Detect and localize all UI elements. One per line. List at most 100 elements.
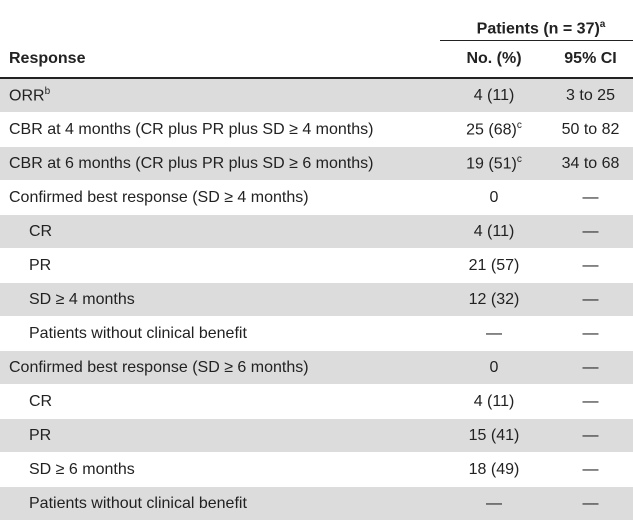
cell-text: — (582, 494, 599, 512)
table-cell: Patients without clinical benefit (0, 316, 440, 351)
table-cell: — (548, 486, 633, 521)
table-cell: 18 (49) (440, 452, 548, 487)
cell-text: 4 (11) (473, 222, 515, 240)
cell-text: CBR at 4 months (CR plus PR plus SD ≥ 4 … (9, 120, 374, 138)
table-row: CBR at 4 months (CR plus PR plus SD ≥ 4 … (0, 112, 633, 147)
group-header: Patients (n = 37)a (440, 0, 633, 41)
cell-text: CR (29, 222, 53, 240)
cell-text: 0 (489, 188, 499, 206)
cell-text: 18 (49) (468, 460, 520, 478)
table-cell: CBR at 6 months (CR plus PR plus SD ≥ 6 … (0, 146, 440, 181)
table-cell: Confirmed best response (SD ≥ 6 months) (0, 350, 440, 385)
cell-text: 50 to 82 (561, 120, 620, 138)
table-row: Patients without clinical benefit — — (0, 316, 633, 351)
cell-text: Confirmed best response (SD ≥ 4 months) (9, 188, 309, 206)
table-row: CR 4 (11) — (0, 384, 633, 419)
table-row: SD ≥ 4 months 12 (32) — (0, 282, 633, 317)
cell-text: 4 (11) (473, 86, 515, 104)
table-row: PR 15 (41) — (0, 418, 633, 453)
cell-text: — (582, 392, 599, 410)
cell-text: 0 (489, 358, 499, 376)
table-row: Confirmed best response (SD ≥ 6 months) 0… (0, 350, 633, 385)
table-cell: 34 to 68 (548, 146, 633, 181)
cell-text: SD ≥ 6 months (29, 460, 135, 478)
footnote-marker: b (44, 85, 51, 97)
footnote-marker: c (516, 119, 522, 131)
cell-text: — (582, 460, 599, 478)
cell-text: 4 (11) (473, 392, 515, 410)
table-body: ORRb 4 (11) 3 to 25 CBR at 4 months (CR plu… (0, 78, 633, 521)
table-cell: 15 (41) (440, 418, 548, 453)
table-cell: SD ≥ 6 months (0, 452, 440, 487)
table-cell: 4 (11) (440, 78, 548, 113)
table-cell: 0 (440, 180, 548, 215)
cell-text: ORR (9, 87, 45, 105)
table-cell: Patients without clinical benefit (0, 486, 440, 521)
table-row: Confirmed best response (SD ≥ 4 months) 0… (0, 180, 633, 215)
table-cell: — (548, 316, 633, 351)
table-cell: CR (0, 214, 440, 249)
table-cell: — (548, 248, 633, 283)
table-cell: 12 (32) (440, 282, 548, 317)
table-cell: 3 to 25 (548, 78, 633, 113)
table-cell: — (548, 452, 633, 487)
table-row: Patients without clinical benefit — — (0, 486, 633, 521)
cell-text: Confirmed best response (SD ≥ 6 months) (9, 358, 309, 376)
cell-text: — (486, 324, 502, 342)
table-cell: CR (0, 384, 440, 419)
cell-text: 19 (51) (466, 155, 517, 173)
table-cell: — (548, 350, 633, 385)
cell-text: — (582, 188, 599, 206)
table-cell: — (440, 316, 548, 351)
table-cell: 4 (11) (440, 384, 548, 419)
cell-text: — (582, 324, 599, 342)
cell-text: — (486, 494, 502, 512)
cell-text: CR (29, 392, 53, 410)
column-header: Response (0, 40, 440, 79)
cell-text: 12 (32) (468, 290, 520, 308)
table-cell: SD ≥ 4 months (0, 282, 440, 317)
table-cell: 0 (440, 350, 548, 385)
table-cell: Confirmed best response (SD ≥ 4 months) (0, 180, 440, 215)
cell-text: PR (29, 426, 52, 444)
footnote-marker: c (516, 153, 522, 165)
cell-text: — (582, 222, 599, 240)
table-cell: — (548, 282, 633, 317)
cell-text: 34 to 68 (561, 154, 620, 172)
cell-text: CBR at 6 months (CR plus PR plus SD ≥ 6 … (9, 154, 374, 172)
table-cell: 50 to 82 (548, 112, 633, 147)
footnote-marker: a (599, 18, 606, 30)
cell-text: — (582, 256, 599, 274)
table-cell: PR (0, 418, 440, 453)
table-cell: 19 (51)c (440, 146, 548, 181)
table-row: PR 21 (57) — (0, 248, 633, 283)
table-cell: ORRb (0, 78, 440, 113)
column-header: No. (%) (440, 40, 548, 79)
cell-text: 15 (41) (468, 426, 520, 444)
table-cell: — (548, 214, 633, 249)
group-header-text: Patients (n = 37) (476, 20, 600, 37)
table-cell: CBR at 4 months (CR plus PR plus SD ≥ 4 … (0, 112, 440, 147)
table-cell: 4 (11) (440, 214, 548, 249)
table-row: ORRb 4 (11) 3 to 25 (0, 78, 633, 113)
cell-text: Patients without clinical benefit (29, 494, 247, 512)
table-row: CR 4 (11) — (0, 214, 633, 249)
table-cell: — (548, 384, 633, 419)
cell-text: — (582, 290, 599, 308)
cell-text: 21 (57) (468, 256, 520, 274)
cell-text: SD ≥ 4 months (29, 290, 135, 308)
table-cell: — (548, 180, 633, 215)
cell-text: — (582, 426, 599, 444)
table-row: CBR at 6 months (CR plus PR plus SD ≥ 6 … (0, 146, 633, 181)
cell-text: PR (29, 256, 52, 274)
cell-text: — (582, 358, 599, 376)
table-cell: — (548, 418, 633, 453)
table-cell: 25 (68)c (440, 112, 548, 147)
group-header-row: Patients (n = 37)a (0, 0, 633, 41)
column-header: 95% CI (548, 40, 633, 79)
cell-text: 3 to 25 (566, 86, 615, 104)
table-row: SD ≥ 6 months 18 (49) — (0, 452, 633, 487)
cell-text: Patients without clinical benefit (29, 324, 247, 342)
